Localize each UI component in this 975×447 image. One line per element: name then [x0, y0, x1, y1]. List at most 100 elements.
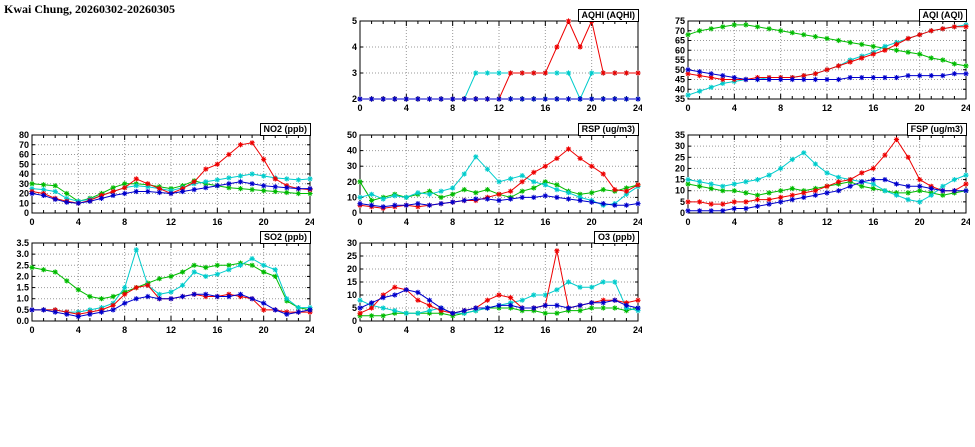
- svg-text:4: 4: [404, 103, 409, 113]
- svg-text:0: 0: [24, 208, 29, 218]
- page-title: Kwai Chung, 20260302-20260305: [4, 2, 176, 16]
- chart-title: NO2 (ppb): [259, 123, 311, 136]
- svg-text:3.5: 3.5: [16, 238, 29, 248]
- svg-text:1.5: 1.5: [16, 283, 29, 293]
- svg-text:45: 45: [675, 75, 685, 85]
- svg-text:35: 35: [675, 130, 685, 140]
- svg-text:16: 16: [868, 103, 878, 113]
- svg-text:25: 25: [675, 152, 685, 162]
- plot-svg: 0 5 10 15 20 25 30 0 4 8 12 16 20 24: [347, 238, 642, 335]
- chart-fsp: FSP (ug/m3) 0 5 10 15 20 25 30 35 0 4 8 12 16 20 24: [658, 122, 970, 232]
- chart-title: RSP (ug/m3): [577, 123, 639, 136]
- svg-text:4: 4: [76, 325, 81, 335]
- chart-aqhi: AQHI (AQHI) 2 3 4 5 0 4 8 12 16 20 24: [330, 8, 642, 118]
- series-blue-markers: [357, 287, 641, 316]
- svg-text:20: 20: [259, 325, 269, 335]
- series-blue: [357, 96, 641, 102]
- chart-aqi: AQI (AQI) 35 40 45 50 55 60 65 70 75 0 4 8 12 16 20 24: [658, 8, 970, 118]
- svg-text:0: 0: [685, 103, 690, 113]
- series-green: [29, 260, 313, 313]
- svg-text:4: 4: [732, 217, 737, 227]
- plot-svg: 2 3 4 5 0 4 8 12 16 20 24: [352, 16, 642, 113]
- svg-text:15: 15: [347, 277, 357, 287]
- svg-text:30: 30: [19, 179, 29, 189]
- svg-text:30: 30: [347, 238, 357, 248]
- svg-text:75: 75: [675, 16, 685, 26]
- svg-text:4: 4: [404, 217, 409, 227]
- series-green-markers: [29, 260, 313, 313]
- svg-text:65: 65: [675, 36, 685, 46]
- svg-text:4: 4: [76, 217, 81, 227]
- svg-text:5: 5: [352, 16, 357, 26]
- svg-text:15: 15: [675, 175, 685, 185]
- svg-text:0.5: 0.5: [16, 305, 29, 315]
- svg-text:0: 0: [357, 217, 362, 227]
- svg-text:5: 5: [680, 197, 685, 207]
- chart-title: O3 (ppb): [594, 231, 639, 244]
- svg-text:8: 8: [450, 217, 455, 227]
- plot-border: [359, 134, 639, 214]
- svg-text:16: 16: [212, 325, 222, 335]
- svg-text:0: 0: [685, 217, 690, 227]
- svg-text:16: 16: [212, 217, 222, 227]
- svg-text:0: 0: [357, 103, 362, 113]
- svg-text:12: 12: [166, 217, 176, 227]
- svg-text:0.0: 0.0: [16, 316, 29, 326]
- svg-text:12: 12: [494, 217, 504, 227]
- svg-text:5: 5: [352, 303, 357, 313]
- svg-text:8: 8: [450, 325, 455, 335]
- series-blue-markers: [685, 67, 969, 83]
- plot-border: [359, 242, 639, 322]
- svg-text:20: 20: [347, 177, 357, 187]
- series-blue-markers: [29, 179, 313, 206]
- svg-text:0: 0: [680, 208, 685, 218]
- svg-text:10: 10: [347, 192, 357, 202]
- series-green-markers: [685, 22, 969, 69]
- series-cyan-markers: [29, 247, 313, 315]
- chart-o3: O3 (ppb) 0 5 10 15 20 25 30 0 4 8 12 16 20 24: [330, 230, 642, 340]
- series-cyan: [29, 247, 313, 315]
- svg-text:0: 0: [352, 208, 357, 218]
- chart-title: AQHI (AQHI): [577, 9, 639, 22]
- chart-title: SO2 (ppb): [260, 231, 311, 244]
- series-cyan-line: [32, 248, 310, 313]
- svg-text:1.0: 1.0: [16, 294, 29, 304]
- svg-text:24: 24: [633, 217, 642, 227]
- plot-svg: 0.00.51.01.5 2.02.53.03.5 0 4 8 12 16 20 24: [16, 238, 314, 335]
- plot-border: [687, 20, 967, 100]
- svg-text:12: 12: [494, 103, 504, 113]
- svg-text:2: 2: [352, 94, 357, 104]
- svg-text:8: 8: [450, 103, 455, 113]
- svg-text:12: 12: [822, 103, 832, 113]
- svg-text:24: 24: [633, 103, 642, 113]
- svg-text:24: 24: [961, 217, 970, 227]
- svg-text:0: 0: [352, 316, 357, 326]
- plot-svg: 0 10 20 30 40 50 0 4 8 12 16 20 24: [347, 130, 642, 227]
- plot-border: [31, 134, 311, 214]
- svg-text:20: 20: [587, 217, 597, 227]
- chart-title: FSP (ug/m3): [906, 123, 967, 136]
- svg-text:35: 35: [675, 94, 685, 104]
- series-cyan: [685, 150, 969, 205]
- svg-text:10: 10: [347, 290, 357, 300]
- chart-so2: SO2 (ppb) 0.0 0.5 1.0 1.5 2.0 2.5 3.0 3.5 0 4 8 12 16…: [2, 230, 314, 340]
- svg-text:3: 3: [352, 68, 357, 78]
- series-blue: [357, 193, 641, 210]
- svg-text:60: 60: [675, 45, 685, 55]
- svg-text:30: 30: [675, 141, 685, 151]
- series-blue-markers: [685, 177, 969, 214]
- series-blue: [685, 177, 969, 214]
- svg-text:20: 20: [347, 264, 357, 274]
- chart-title: AQI (AQI): [918, 9, 967, 22]
- svg-text:8: 8: [122, 217, 127, 227]
- svg-text:50: 50: [19, 159, 29, 169]
- svg-text:24: 24: [633, 325, 642, 335]
- svg-text:16: 16: [540, 103, 550, 113]
- series-blue-markers: [357, 96, 641, 102]
- grid: 0 10 20 30 40 50 0 4 8 12 16 20 24: [347, 130, 642, 227]
- svg-text:10: 10: [675, 186, 685, 196]
